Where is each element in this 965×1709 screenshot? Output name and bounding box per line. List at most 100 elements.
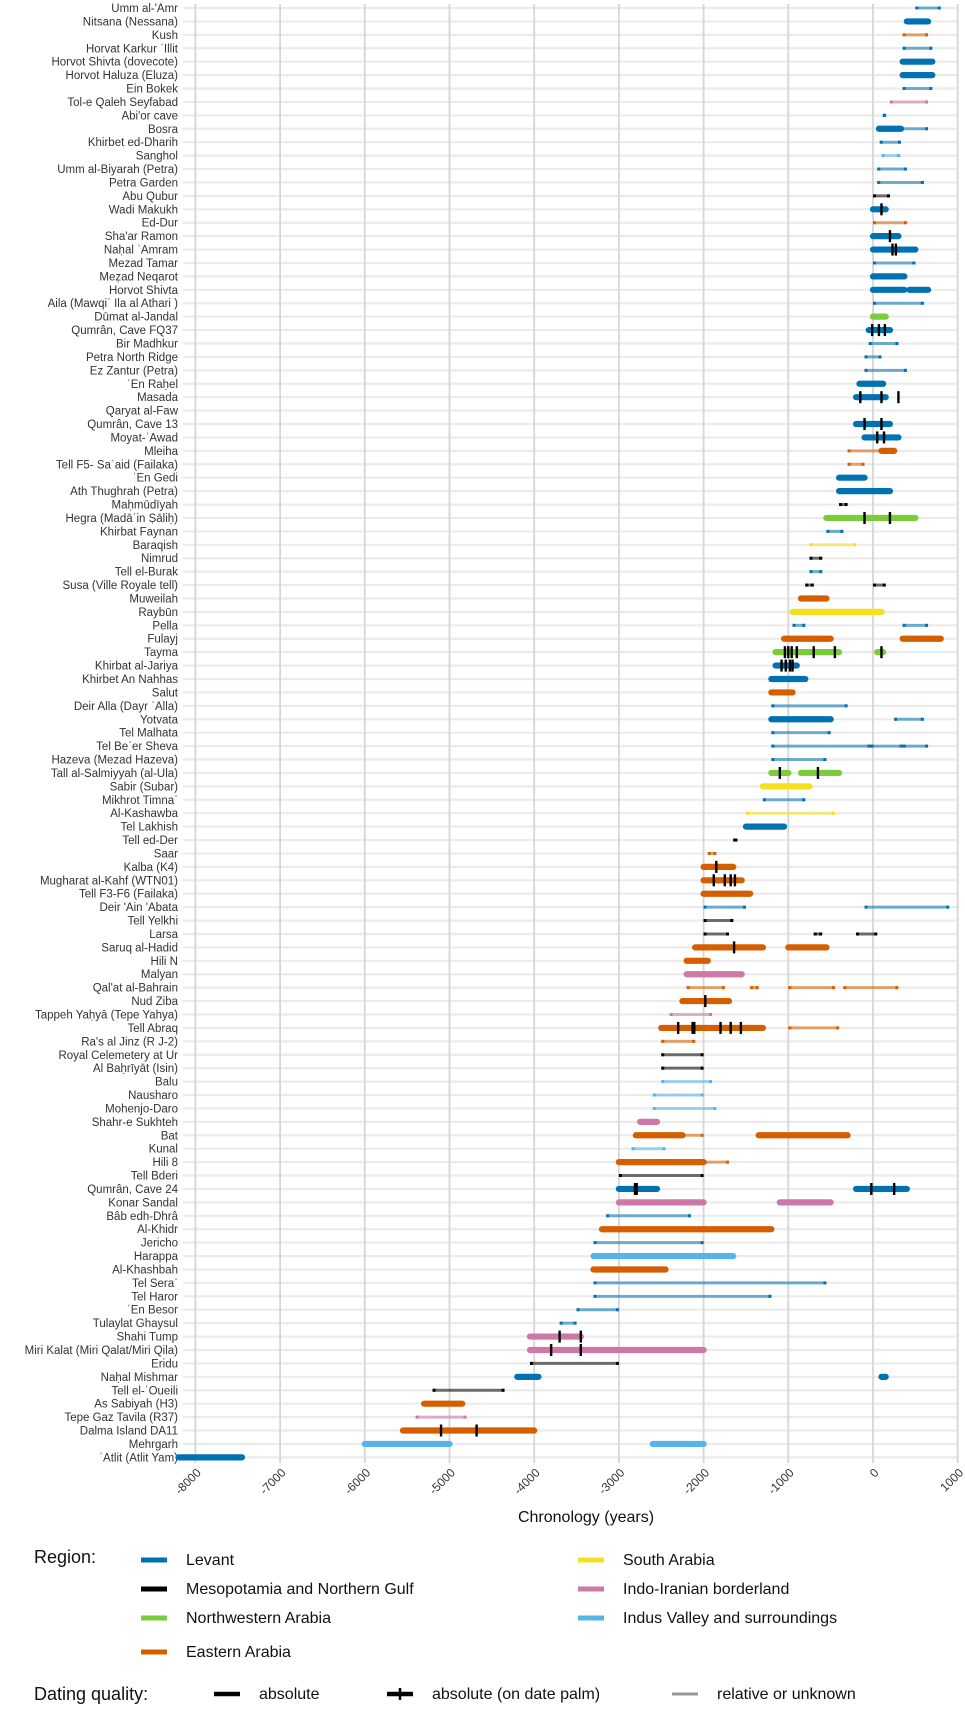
legend-label: relative or unknown <box>717 1686 856 1703</box>
x-tick-label: -7000 <box>257 1465 289 1497</box>
site-label: Nimrud <box>141 553 178 565</box>
site-label: Masada <box>137 392 179 404</box>
legend-label: Indus Valley and surroundings <box>623 1610 837 1627</box>
site-label: Abi'or cave <box>121 110 178 122</box>
site-label: Tell el-ʿOueili <box>112 1385 178 1397</box>
site-label: Harappa <box>134 1251 179 1263</box>
site-label: Tell Bderi <box>131 1171 178 1183</box>
site-label: Tell F5- Saʿaid (Failaka) <box>56 459 178 471</box>
site-label: Umm al-Biyarah (Petra) <box>57 164 178 176</box>
site-label: Mikhrot Timnaʿ <box>102 795 178 807</box>
site-label: Tel Beʾer Sheva <box>96 741 178 753</box>
site-label: Sabir (Subar) <box>110 781 179 793</box>
site-label: Deir 'Ain 'Abata <box>99 902 178 914</box>
legend-label: South Arabia <box>623 1552 715 1569</box>
site-label: Moyat-ʿAwad <box>110 432 178 444</box>
site-label: Miri Kalat (Miri Qalat/Miri Qila) <box>25 1345 179 1357</box>
site-label: Naḥal Mishmar <box>101 1372 178 1384</box>
x-tick-label: 1000 <box>937 1465 965 1494</box>
site-label: Susa (Ville Royale tell) <box>63 580 179 592</box>
legend-label: Mesopotamia and Northern Gulf <box>186 1581 414 1598</box>
site-label: Sanghol <box>136 151 178 163</box>
site-label: Tel Seraʿ <box>132 1278 178 1290</box>
site-label: ʿEn Gedi <box>133 473 178 485</box>
x-tick-label: -1000 <box>765 1465 797 1497</box>
site-label: Tell ed-Der <box>122 835 178 847</box>
site-label: Khirbet ed-Dharih <box>88 137 178 149</box>
gridlines <box>183 4 959 1463</box>
site-label: Salut <box>152 687 179 699</box>
x-tick-label: 0 <box>867 1465 882 1480</box>
x-tick-label: -6000 <box>342 1465 374 1497</box>
site-label: Eridu <box>151 1358 178 1370</box>
site-label: Baraqish <box>133 540 178 552</box>
site-label: Jericho <box>141 1238 178 1250</box>
site-label: Horvot Shivta <box>109 285 179 297</box>
site-label: Royal Celemetery at Ur <box>58 1050 178 1062</box>
site-label: As Sabiyah (H3) <box>94 1399 178 1411</box>
legend-label: absolute (on date palm) <box>432 1686 600 1703</box>
site-label: Mezad Tamar <box>109 258 179 270</box>
site-label: Hazeva (Mezad Hazeva) <box>51 755 178 767</box>
x-axis-title: Chronology (years) <box>518 1509 654 1526</box>
legend-label: Indo-Iranian borderland <box>623 1581 789 1598</box>
site-label: Ez Zantur (Petra) <box>90 365 178 377</box>
legend-label: Eastern Arabia <box>186 1644 291 1661</box>
x-tick-label: -5000 <box>426 1465 458 1497</box>
site-label: Horvot Shivta (dovecote) <box>51 57 178 69</box>
site-label: Balu <box>155 1077 178 1089</box>
site-label: Meẓad Neqarot <box>99 271 178 283</box>
site-label: Deir Alla (Dayr ʿAlla) <box>74 701 178 713</box>
x-tick-label: -2000 <box>680 1465 712 1497</box>
site-label: Naḥal ʿAmram <box>104 245 178 257</box>
site-label: Fulayj <box>147 634 178 646</box>
site-label: Dalma Island DA11 <box>80 1426 178 1438</box>
site-label: Yotvata <box>140 714 179 726</box>
site-label: Aila (Mawqiʿ Ila al Athari ) <box>48 298 179 310</box>
x-tick-labels: -8000 -7000 -6000 -5000 -4000 -3000 -2000 -1000… <box>172 1465 965 1497</box>
legend-label: Levant <box>186 1552 235 1569</box>
site-label: Nitsana (Nessana) <box>83 16 178 28</box>
site-label: Ein Bokek <box>126 84 178 96</box>
site-label: Petra North Ridge <box>86 352 178 364</box>
site-label: Raybūn <box>138 607 178 619</box>
site-label: Hili 8 <box>152 1157 178 1169</box>
legend-label: absolute <box>259 1686 320 1703</box>
site-label: Tel Lakhish <box>120 822 178 834</box>
site-label: Tell Abraq <box>127 1023 178 1035</box>
site-label: Qaryat al-Faw <box>106 406 179 418</box>
site-label: Abu Qubur <box>122 191 178 203</box>
site-label: Shahi Tump <box>117 1332 178 1344</box>
site-label: Kunal <box>149 1144 178 1156</box>
site-label: Tol-e Qaleh Seyfabad <box>67 97 178 109</box>
site-label: Tel Haror <box>131 1291 178 1303</box>
site-label: Bir Madhkur <box>116 339 178 351</box>
site-label: Hili N <box>151 956 178 968</box>
site-label: Tell Yelkhi <box>127 916 178 928</box>
site-label: Hegra (Madāʾin Ṣāliḥ) <box>66 513 179 525</box>
legend-quality-title: Dating quality: <box>34 1684 148 1704</box>
site-label: Shahr-e Sukhteh <box>92 1117 178 1129</box>
site-label: Tel Malhata <box>119 728 178 740</box>
site-label: Horvot Haluza (Eluza) <box>66 70 179 82</box>
site-label: Bosra <box>148 124 179 136</box>
site-label: Mehrgarh <box>129 1439 178 1451</box>
site-label: Bat <box>161 1130 179 1142</box>
site-label: Sha'ar Ramon <box>105 231 178 243</box>
site-label: Khirbet An Nahhas <box>82 674 178 686</box>
site-label: Tall al-Salmiyyah (al-Ula) <box>51 768 178 780</box>
site-label: Al-Kashawba <box>110 808 178 820</box>
legend: Region: Levant Mesopotamia and Northern Gu… <box>34 1547 856 1704</box>
site-label: Konar Sandal <box>108 1197 178 1209</box>
site-label: Maḥmūdīyah <box>112 500 178 512</box>
site-label: Tepe Gaz Tavila (R37) <box>64 1412 178 1424</box>
site-label: Khirbat Faynan <box>100 526 178 538</box>
site-label: ʿAtlit (Atlit Yam) <box>99 1452 178 1464</box>
site-label: Pella <box>152 620 178 632</box>
site-label: Qumrân, Cave 24 <box>87 1184 178 1196</box>
site-label: Khirbat al-Jariya <box>95 661 179 673</box>
site-label: Tappeh Yaḥyā (Tepe Yahya) <box>35 1010 178 1022</box>
site-label: Tulaylat Ghaysul <box>93 1318 178 1330</box>
site-label: Al-Khashbah <box>112 1264 178 1276</box>
site-label: Qumrân, Cave FQ37 <box>71 325 178 337</box>
